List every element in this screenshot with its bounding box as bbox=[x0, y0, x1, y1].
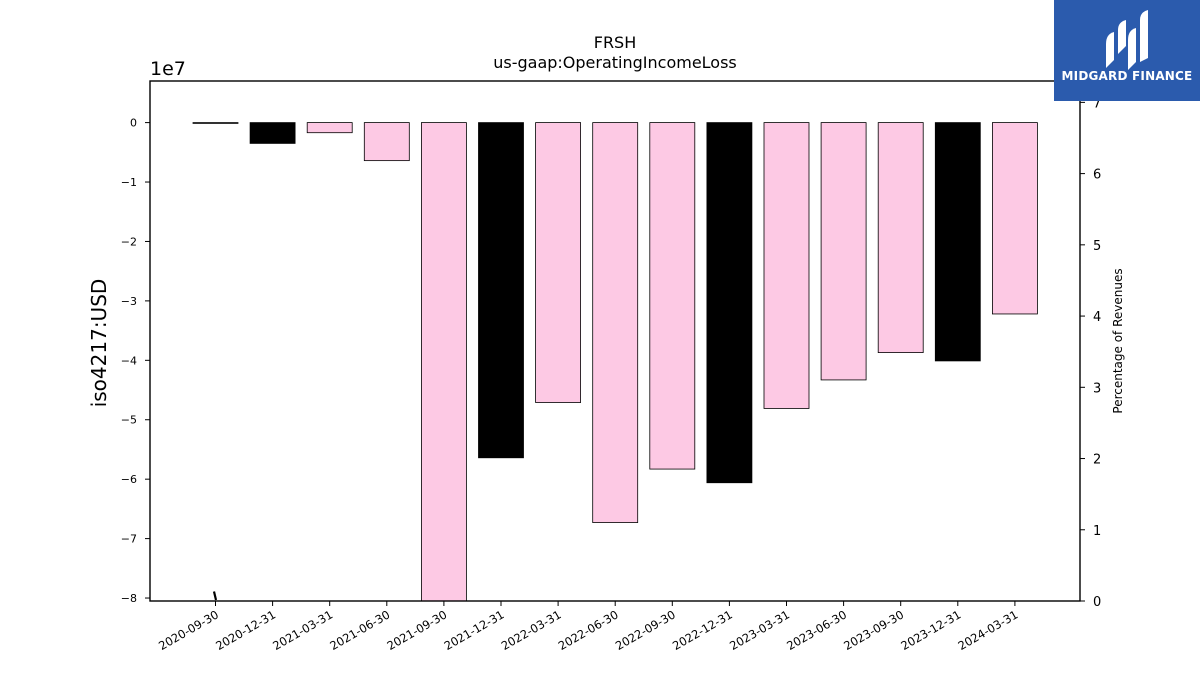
bar-2022-03-31 bbox=[535, 122, 581, 403]
brand-logo: MIDGARD FINANCE bbox=[1054, 0, 1200, 101]
y-axis-label: iso4217:USD bbox=[87, 279, 111, 408]
chart-title: FRSH bbox=[594, 33, 637, 52]
chart-subtitle: us-gaap:OperatingIncomeLoss bbox=[493, 53, 737, 72]
x-tick-label: 2021-03-31 bbox=[270, 607, 335, 653]
y2-tick-label: 6 bbox=[1093, 168, 1101, 183]
x-tick-label: 2022-06-30 bbox=[556, 607, 621, 653]
x-tick-label: 2022-03-31 bbox=[499, 607, 564, 653]
bar-2023-12-31 bbox=[934, 122, 981, 362]
x-tick-label: 2021-06-30 bbox=[327, 607, 392, 653]
y-tick-label: −7 bbox=[121, 533, 137, 546]
x-tick-label: 2021-12-31 bbox=[442, 607, 507, 653]
y-tick-label: −1 bbox=[121, 176, 137, 189]
bar-2022-09-30 bbox=[649, 122, 696, 470]
bar-2023-06-30 bbox=[820, 122, 867, 381]
y2-tick-label: 5 bbox=[1093, 239, 1101, 254]
y-tick-label: −6 bbox=[121, 473, 137, 486]
bar-2023-03-31 bbox=[763, 122, 810, 409]
x-tick-label: 2023-09-30 bbox=[841, 607, 906, 653]
bar-2021-12-31 bbox=[478, 122, 524, 459]
y-tick-label: −3 bbox=[121, 295, 137, 308]
bar-2021-06-30 bbox=[363, 122, 410, 162]
y2-tick-label: 7 bbox=[1093, 96, 1101, 111]
y-tick-label: −8 bbox=[121, 592, 137, 605]
y-offset-label: 1e7 bbox=[150, 58, 186, 80]
bar-2022-06-30 bbox=[592, 122, 639, 523]
logo-mark-icon bbox=[1106, 10, 1148, 70]
y2-tick-label: 2 bbox=[1093, 453, 1101, 468]
y2-tick-label: 4 bbox=[1093, 310, 1101, 325]
x-tick-label: 2023-06-30 bbox=[784, 607, 849, 653]
y-tick-label: −4 bbox=[121, 354, 137, 367]
y2-tick-label: 0 bbox=[1093, 595, 1101, 610]
bar-2022-12-31 bbox=[706, 122, 753, 484]
bar-2021-09-30 bbox=[420, 122, 467, 601]
secondary-series-line bbox=[212, 591, 218, 601]
bar-2020-12-31 bbox=[249, 122, 296, 144]
x-tick-label: 2020-09-30 bbox=[156, 607, 221, 653]
bar-2023-09-30 bbox=[877, 122, 924, 353]
bar-2024-03-31 bbox=[992, 122, 1038, 315]
x-tick-label: 2020-12-31 bbox=[213, 607, 278, 653]
x-tick-label: 2024-03-31 bbox=[956, 607, 1021, 653]
bar-2021-03-31 bbox=[306, 122, 353, 134]
x-tick-label: 2023-12-31 bbox=[898, 607, 963, 653]
bar-2020-09-30 bbox=[192, 122, 239, 124]
x-tick-label: 2021-09-30 bbox=[385, 607, 450, 653]
y2-tick-label: 1 bbox=[1093, 524, 1101, 539]
y2-axis-label: Percentage of Revenues bbox=[1111, 268, 1125, 413]
y2-tick-label: 3 bbox=[1093, 381, 1101, 396]
y-tick-label: −2 bbox=[121, 235, 137, 248]
x-tick-label: 2022-09-30 bbox=[613, 607, 678, 653]
y-tick-label: −5 bbox=[121, 414, 137, 427]
brand-name: MIDGARD FINANCE bbox=[1061, 69, 1193, 83]
x-tick-label: 2023-03-31 bbox=[727, 607, 792, 653]
y-tick-label: 0 bbox=[130, 117, 137, 130]
x-tick-label: 2022-12-31 bbox=[670, 607, 735, 653]
